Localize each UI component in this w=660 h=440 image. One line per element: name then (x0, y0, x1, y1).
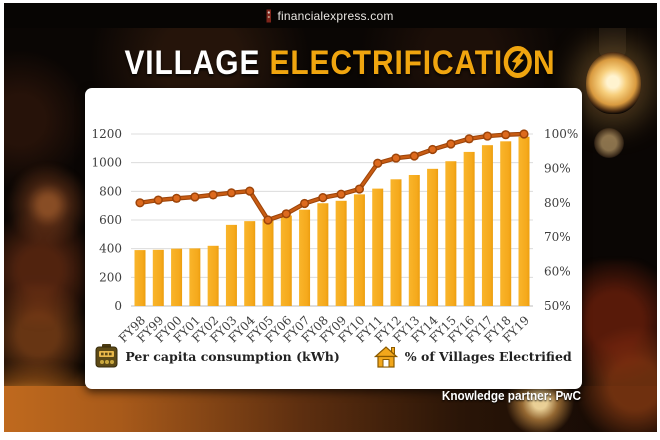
y-axis-tick-label: 1200 (91, 127, 122, 141)
y-axis-tick-label: 1000 (91, 156, 122, 170)
pct-axis-tick-label: 80% (544, 196, 571, 210)
consumption-bar (134, 250, 146, 306)
line-marker-core (136, 199, 144, 206)
right-photo-detail (580, 260, 660, 435)
consumption-bar (390, 179, 402, 306)
consumption-bar (299, 209, 311, 306)
consumption-bar (244, 221, 256, 306)
consumption-bar (481, 145, 493, 306)
title-word-village: VILLAGE (124, 44, 261, 82)
chart-legend: Per capita consumption (kWh) % of Villag… (85, 344, 582, 369)
consumption-bar (353, 194, 365, 306)
consumption-bar (152, 249, 164, 306)
line-marker-core (301, 200, 308, 207)
line-marker-core (502, 131, 509, 138)
line-marker-core (374, 160, 381, 167)
y-axis-tick-label: 400 (99, 242, 122, 256)
site-url: financialexpress.com (277, 8, 394, 23)
knowledge-partner: Knowledge partner: PwC (441, 389, 581, 403)
electrified-line (138, 132, 526, 222)
line-marker-core (429, 146, 436, 153)
line-marker-core (338, 191, 345, 198)
consumption-bar (207, 245, 219, 306)
light-bulb-photo (586, 52, 641, 114)
bokeh-light (594, 128, 624, 158)
firelit-floor-photo (0, 386, 660, 433)
house-icon (373, 346, 398, 368)
electricity-meter-icon (95, 344, 118, 368)
legend-item-consumption: Per capita consumption (kWh) (95, 344, 340, 369)
consumption-bar (500, 141, 512, 306)
line-marker-core (447, 140, 454, 148)
line-marker-core (264, 216, 272, 224)
line-marker-core (484, 132, 491, 140)
financial-express-logo-icon (266, 9, 272, 22)
consumption-bar (335, 200, 347, 306)
consumption-bar (280, 215, 292, 306)
line-marker-core (228, 189, 235, 196)
line-marker-core (356, 185, 363, 193)
legend-label-electrified: % of Villages Electrified (404, 349, 572, 364)
line-marker-core (210, 191, 217, 198)
title-word-electrification: ELECTRIFICATI N (269, 44, 556, 82)
legend-item-electrified: % of Villages Electrified (373, 345, 572, 368)
line-marker-core (173, 195, 180, 202)
y-axis-tick-label: 600 (99, 213, 122, 227)
line-marker-core (520, 130, 528, 138)
consumption-bar (372, 188, 384, 306)
consumption-bar (171, 248, 183, 306)
legend-label-consumption: Per capita consumption (kWh) (125, 349, 340, 364)
consumption-bar (518, 136, 530, 306)
line-marker-core (319, 194, 326, 201)
line-marker-core (466, 135, 473, 142)
line-marker-core (283, 210, 290, 217)
y-axis-tick-label: 0 (114, 299, 122, 313)
consumption-bar (262, 219, 274, 306)
pct-axis-tick-label: 90% (544, 161, 571, 175)
consumption-bar (445, 161, 457, 306)
masthead: financialexpress.com (3, 3, 657, 28)
consumption-bar (225, 224, 237, 306)
line-marker-core (155, 196, 162, 204)
y-axis-tick-label: 200 (99, 270, 122, 284)
line-marker-core (246, 188, 253, 195)
consumption-bar (317, 203, 329, 306)
lightning-bolt-icon (503, 46, 533, 78)
consumption-bar (463, 151, 475, 306)
pct-axis-tick-label: 100% (544, 127, 578, 141)
village-electrification-chart: 0 200 400 600 800 1000 1200 50% 60% 70% 80% 90% 100%… (91, 127, 578, 345)
consumption-bar (408, 174, 420, 306)
consumption-bar (427, 168, 439, 306)
pct-axis-tick-label: 50% (544, 299, 571, 313)
line-marker-core (191, 193, 198, 201)
pct-axis-tick-label: 60% (544, 265, 571, 279)
consumption-bar (189, 248, 201, 306)
chart-card: 0 200 400 600 800 1000 1200 50% 60% 70% 80% 90% 100%… (85, 88, 582, 389)
y-axis-tick-label: 800 (99, 184, 122, 198)
line-marker-core (392, 154, 400, 162)
line-marker-core (411, 152, 418, 160)
page-title: VILLAGE ELECTRIFICATI N (85, 44, 595, 83)
pct-axis-tick-label: 70% (544, 230, 571, 244)
